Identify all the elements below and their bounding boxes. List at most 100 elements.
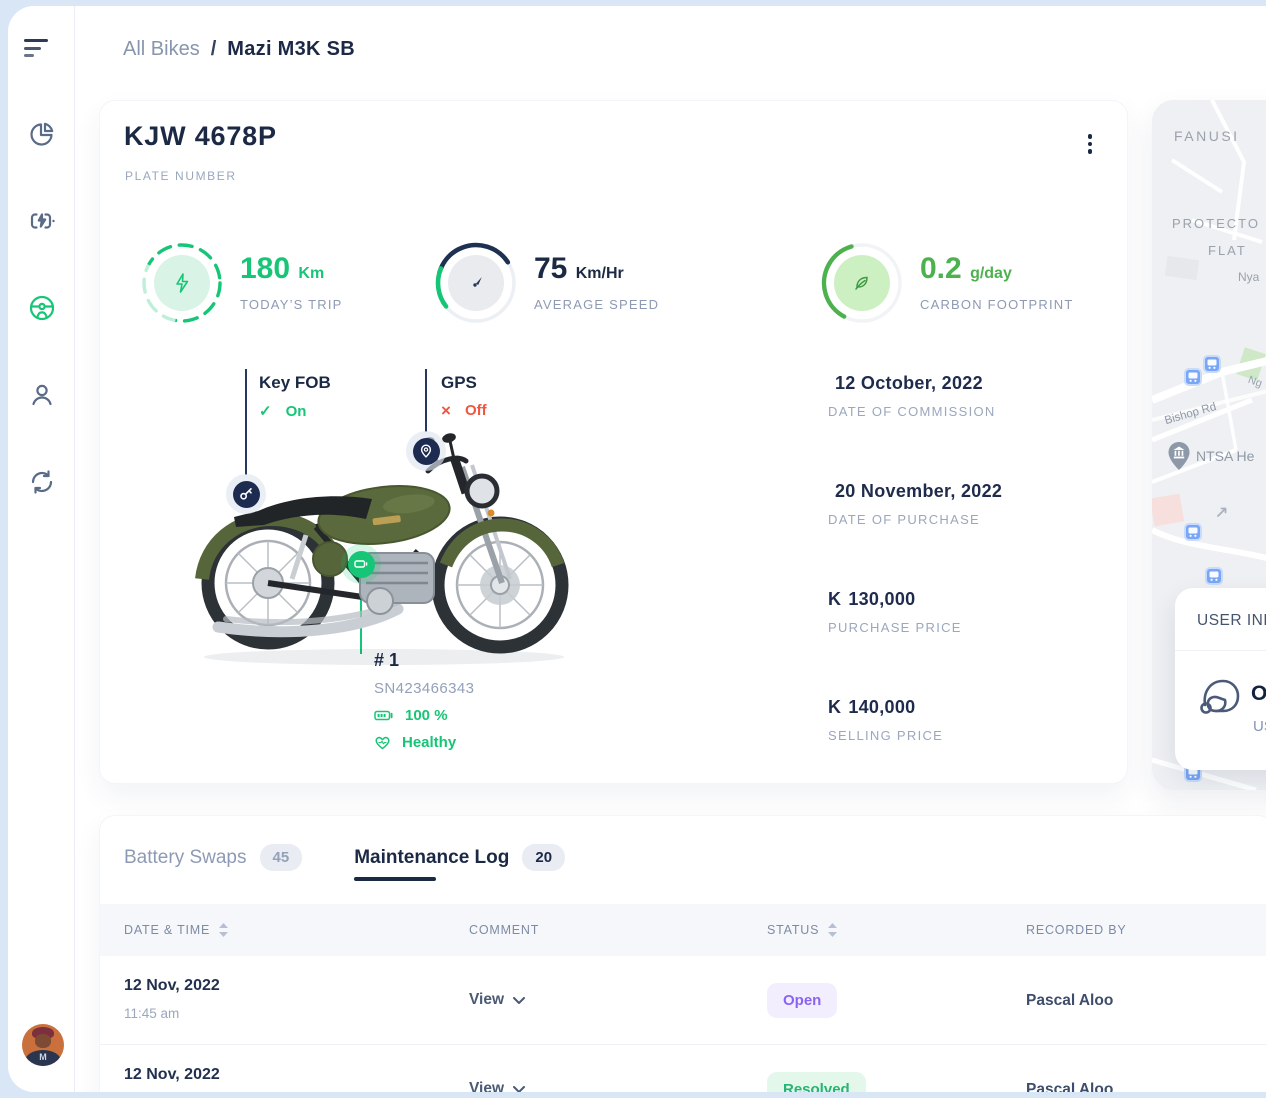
currency-symbol: K bbox=[828, 589, 842, 609]
carbon-value: 0.2 bbox=[920, 252, 962, 285]
row-date: 12 Nov, 2022 bbox=[124, 1066, 220, 1083]
gps-marker[interactable] bbox=[406, 431, 446, 471]
sidebar-item-analytics[interactable] bbox=[22, 114, 62, 154]
user-info-title: USER INFO bbox=[1197, 612, 1266, 629]
bus-stop-icon[interactable] bbox=[1203, 355, 1221, 373]
main-content: All Bikes / Mazi M3K SB KJW 4678P PLATE … bbox=[75, 6, 1266, 1092]
map-road-label-nya: Nya bbox=[1238, 270, 1260, 284]
table-row: 12 Nov, 2022 11:45 am View Open Pascal A… bbox=[100, 956, 1266, 1044]
breadcrumb-all-bikes[interactable]: All Bikes bbox=[123, 38, 200, 60]
maintenance-log-count-badge: 20 bbox=[522, 844, 566, 871]
gps-label: GPS bbox=[441, 373, 477, 392]
bolt-icon bbox=[176, 273, 189, 293]
map-poi-label: NTSA He bbox=[1196, 448, 1255, 464]
purchase-price-label: PURCHASE PRICE bbox=[828, 620, 962, 635]
motorcycle-image bbox=[195, 433, 569, 665]
sidebar: M bbox=[8, 6, 75, 1092]
sidebar-nav bbox=[8, 114, 75, 502]
stat-carbon-footprint: 0.2 g/day CARBON FOOTPRINT bbox=[820, 241, 1074, 325]
user-name: O bbox=[1251, 682, 1266, 705]
purchase-date-label: DATE OF PURCHASE bbox=[828, 512, 981, 527]
plate-number-value: KJW 4678P bbox=[124, 121, 277, 151]
keyfob-label: Key FOB bbox=[259, 373, 331, 392]
bus-stop-icon[interactable] bbox=[1184, 523, 1202, 541]
map-panel[interactable]: FANUSI PROTECTO FLAT Nya Ng Bishop Rd bbox=[1152, 100, 1266, 790]
battery-marker[interactable] bbox=[341, 544, 381, 584]
menu-icon[interactable] bbox=[24, 39, 50, 59]
battery-charge-icon bbox=[30, 213, 55, 229]
row-divider bbox=[100, 1044, 1266, 1045]
plate-number-label: PLATE NUMBER bbox=[125, 169, 237, 183]
app-window: M All Bikes / Mazi M3K SB KJW 4678P PLAT… bbox=[8, 6, 1266, 1092]
battery-marker-icon bbox=[354, 560, 368, 568]
commission-date: 12 October, 2022 bbox=[835, 373, 983, 393]
sync-icon bbox=[31, 470, 52, 494]
breadcrumb: All Bikes / Mazi M3K SB bbox=[123, 38, 355, 61]
map-estate-label-1: PROTECTO bbox=[1172, 216, 1260, 231]
breadcrumb-current: Mazi M3K SB bbox=[227, 38, 356, 60]
key-icon bbox=[240, 488, 252, 500]
speed-ring bbox=[434, 241, 518, 325]
sidebar-item-riders[interactable] bbox=[22, 288, 62, 328]
cross-icon: × bbox=[441, 401, 451, 420]
row-recorded-by: Pascal Aloo bbox=[1026, 992, 1114, 1009]
sidebar-item-users[interactable] bbox=[22, 375, 62, 415]
user-sublabel: US bbox=[1253, 718, 1266, 735]
chevron-down-icon bbox=[513, 1085, 526, 1092]
detail-purchase-date: 20 November, 2022 DATE OF PURCHASE bbox=[828, 481, 1002, 589]
speed-label: AVERAGE SPEED bbox=[534, 297, 660, 312]
bike-detail-card: KJW 4678P PLATE NUMBER 1 bbox=[99, 100, 1128, 784]
row-recorded-by: Pascal Aloo bbox=[1026, 1081, 1114, 1092]
bus-stop-icon[interactable] bbox=[1184, 368, 1202, 386]
check-icon: ✓ bbox=[259, 403, 272, 420]
speedometer-needle-icon bbox=[473, 277, 482, 287]
sort-icon[interactable] bbox=[827, 922, 838, 938]
trip-ring bbox=[140, 241, 224, 325]
keyfob-status: On bbox=[285, 402, 307, 420]
detail-commission: 12 October, 2022 DATE OF COMMISSION bbox=[828, 373, 1002, 481]
view-comment-dropdown[interactable]: View bbox=[469, 1080, 526, 1092]
column-date-time[interactable]: DATE & TIME bbox=[124, 904, 229, 956]
bike-image-wrap bbox=[166, 431, 586, 671]
column-status[interactable]: STATUS bbox=[767, 904, 838, 956]
map-direction-arrow-icon bbox=[1217, 507, 1227, 517]
gps-callout-line bbox=[425, 369, 427, 432]
trip-label: TODAY’S TRIP bbox=[240, 297, 343, 312]
table-row: 12 Nov, 2022 11:45 am View Resolved Pasc… bbox=[100, 1045, 1266, 1092]
tab-maintenance-log[interactable]: Maintenance Log 20 bbox=[354, 844, 566, 881]
commission-label: DATE OF COMMISSION bbox=[828, 404, 996, 419]
column-comment: COMMENT bbox=[469, 923, 540, 937]
battery-number: # 1 bbox=[374, 650, 400, 670]
column-recorded-by: RECORDED BY bbox=[1026, 923, 1127, 937]
user-info-divider bbox=[1175, 650, 1266, 651]
avatar-letter: M bbox=[39, 1052, 47, 1062]
selling-price: 140,000 bbox=[848, 697, 916, 717]
health-heart-icon bbox=[375, 736, 390, 750]
landmark-pin-icon[interactable] bbox=[1166, 440, 1192, 472]
carbon-unit: g/day bbox=[970, 265, 1012, 282]
row-time: 11:45 am bbox=[124, 1006, 180, 1021]
trip-unit: Km bbox=[298, 265, 325, 282]
currency-symbol: K bbox=[828, 697, 842, 717]
carbon-ring bbox=[820, 241, 904, 325]
helmet-icon bbox=[1200, 679, 1240, 714]
selling-price-label: SELLING PRICE bbox=[828, 728, 944, 743]
battery-level-icon bbox=[374, 710, 393, 721]
avatar[interactable]: M bbox=[22, 1024, 64, 1066]
sidebar-item-battery[interactable] bbox=[22, 201, 62, 241]
sort-icon[interactable] bbox=[218, 922, 229, 938]
sidebar-item-sync[interactable] bbox=[22, 462, 62, 502]
tab-battery-swaps[interactable]: Battery Swaps 45 bbox=[124, 844, 303, 871]
view-comment-dropdown[interactable]: View bbox=[469, 991, 526, 1009]
stat-average-speed: 75 Km/Hr AVERAGE SPEED bbox=[434, 241, 659, 325]
row-date: 12 Nov, 2022 bbox=[124, 977, 220, 994]
kebab-menu-icon[interactable] bbox=[1078, 131, 1102, 161]
carbon-label: CARBON FOOTPRINT bbox=[920, 297, 1074, 312]
leaf-icon bbox=[855, 276, 868, 290]
user-info-panel[interactable]: USER INFO O US bbox=[1175, 588, 1266, 770]
bus-stop-icon[interactable] bbox=[1205, 567, 1223, 585]
user-icon bbox=[31, 384, 52, 406]
keyfob-callout-line bbox=[245, 369, 247, 475]
battery-charge: 100 % bbox=[405, 707, 448, 724]
keyfob-marker[interactable] bbox=[226, 474, 266, 514]
